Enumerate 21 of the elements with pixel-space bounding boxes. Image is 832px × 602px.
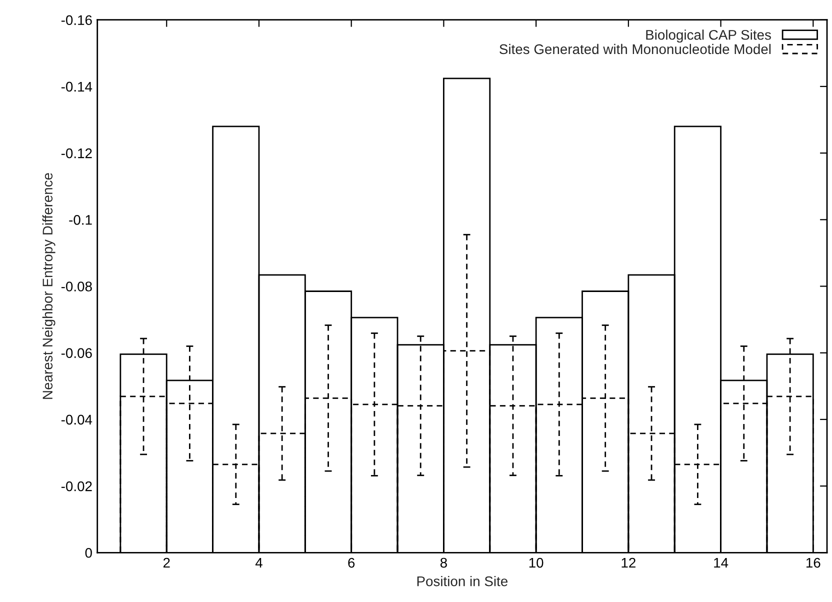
y-tick-label: -0.08 (61, 282, 92, 292)
legend-label: Sites Generated with Mononucleotide Model (500, 44, 771, 54)
y-tick-label: -0.1 (69, 214, 92, 225)
x-tick-label: 8 (440, 558, 447, 568)
y-tick-label: -0.06 (61, 348, 92, 358)
y-tick-label: -0.14 (61, 82, 92, 92)
x-tick-label: 6 (348, 558, 355, 568)
x-tick-label: 14 (714, 558, 728, 568)
legend-label: Biological CAP Sites (646, 30, 771, 43)
x-tick-label: 4 (255, 558, 262, 568)
x-axis-title: Position in Site (417, 576, 508, 586)
y-tick-label: -0.12 (61, 148, 92, 158)
y-tick-label: -0.16 (61, 15, 92, 26)
y-axis-title: Nearest Neighbor Entropy Difference (42, 173, 56, 399)
x-tick-label: 2 (163, 558, 170, 568)
y-tick-label: -0.04 (61, 414, 92, 425)
x-tick-label: 16 (806, 558, 820, 568)
y-tick-label: -0.02 (61, 481, 92, 492)
x-tick-label: 12 (622, 558, 636, 568)
x-tick-label: 10 (529, 558, 544, 568)
y-tick-label: 0 (85, 548, 92, 558)
